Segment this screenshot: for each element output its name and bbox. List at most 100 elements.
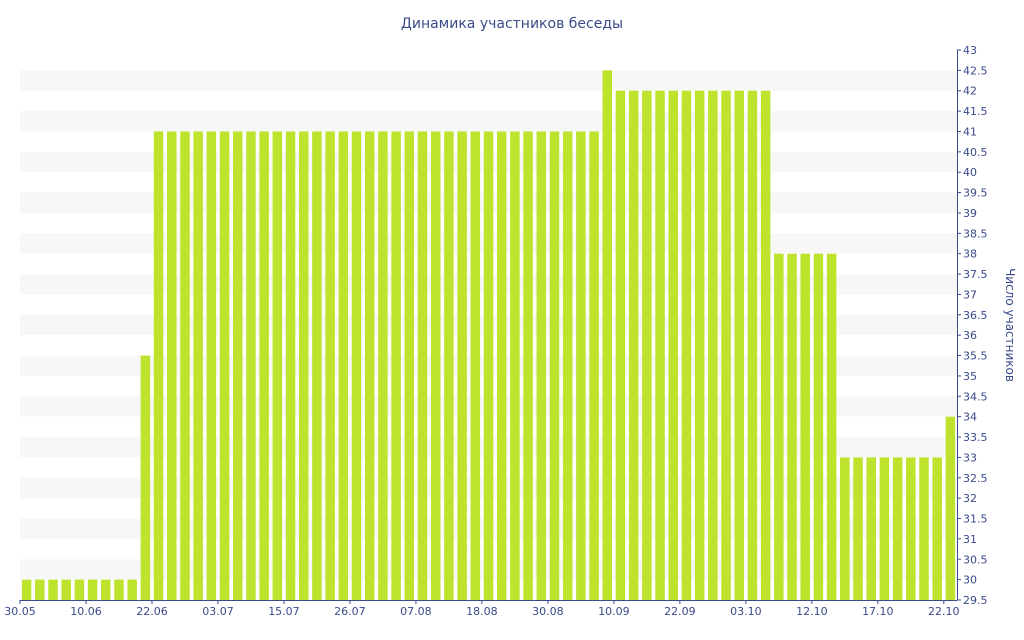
bar <box>74 579 85 600</box>
bar <box>285 131 296 600</box>
bar <box>866 457 876 600</box>
y-tick-label: 39.5 <box>963 187 988 200</box>
bar <box>180 131 190 600</box>
y-tick-label: 36.5 <box>963 309 988 322</box>
y-tick-label: 40 <box>963 166 977 179</box>
bar <box>549 131 560 600</box>
bar <box>140 355 151 600</box>
bar <box>734 90 744 601</box>
bar <box>48 579 58 600</box>
y-tick-label: 33.5 <box>963 431 988 444</box>
bar <box>721 90 731 601</box>
bar <box>470 131 481 600</box>
grid-band <box>20 70 957 91</box>
bar <box>219 131 230 600</box>
bar <box>457 131 467 600</box>
bar <box>87 579 98 600</box>
bar <box>61 579 71 600</box>
bar <box>562 131 573 600</box>
bar <box>536 131 547 600</box>
bar <box>167 131 177 600</box>
y-tick-label: 41.5 <box>963 105 988 118</box>
bar <box>246 131 256 600</box>
y-tick-label: 35 <box>963 370 977 383</box>
bar <box>747 90 758 601</box>
bar <box>523 131 533 600</box>
bar <box>668 90 679 601</box>
x-tick-label: 15.07 <box>268 605 300 618</box>
bar <box>932 457 942 600</box>
y-tick-label: 30 <box>963 574 977 587</box>
bar <box>496 131 507 600</box>
bar <box>259 131 269 600</box>
bar <box>272 131 283 600</box>
x-tick-label: 07.08 <box>400 605 432 618</box>
x-tick-label: 17.10 <box>862 605 894 618</box>
bar <box>206 131 217 600</box>
bar <box>826 253 837 600</box>
x-tick-label: 12.10 <box>796 605 828 618</box>
bar <box>351 131 362 600</box>
bar <box>298 131 309 600</box>
bar <box>681 90 692 601</box>
y-ticks: 29.5 30 30.5 31 31.5 32 32.5 33 33.5 34 34.5 35 35.5… <box>957 44 988 607</box>
bar <box>813 253 824 600</box>
bar <box>35 579 45 600</box>
bar <box>510 131 520 600</box>
bar <box>364 131 375 600</box>
bar <box>312 131 322 600</box>
y-tick-label: 32.5 <box>963 472 988 485</box>
y-tick-label: 31.5 <box>963 513 988 526</box>
y-tick-label: 37 <box>963 288 977 301</box>
bar <box>892 457 903 600</box>
bar <box>404 131 415 600</box>
bar <box>694 90 705 601</box>
bar <box>417 131 428 600</box>
y-tick-label: 43 <box>963 44 977 57</box>
y-tick-label: 40.5 <box>963 146 988 159</box>
y-tick-label: 37.5 <box>963 268 988 281</box>
y-tick-label: 38.5 <box>963 227 988 240</box>
chart-title: Динамика участников беседы <box>401 16 623 32</box>
bar <box>602 70 613 601</box>
y-tick-label: 42.5 <box>963 64 988 77</box>
x-tick-label: 18.08 <box>466 605 498 618</box>
bar <box>906 457 916 600</box>
bar <box>945 416 956 600</box>
y-tick-label: 29.5 <box>963 594 988 607</box>
x-tick-label: 22.10 <box>928 605 960 618</box>
bar <box>325 131 335 600</box>
x-tick-label: 10.09 <box>598 605 630 618</box>
bar <box>391 131 401 600</box>
x-tick-label: 30.05 <box>4 605 36 618</box>
x-ticks: 30.05 10.06 22.06 03.07 15.07 26.07 07.08 18.08… <box>4 600 960 618</box>
bar <box>127 579 137 600</box>
bar <box>708 90 718 601</box>
y-tick-label: 32 <box>963 492 977 505</box>
y-tick-label: 41 <box>963 125 977 138</box>
x-tick-label: 22.06 <box>136 605 168 618</box>
x-tick-label: 30.08 <box>532 605 564 618</box>
x-tick-label: 26.07 <box>334 605 366 618</box>
bar <box>840 457 850 600</box>
grid-band <box>20 111 957 132</box>
bar <box>101 579 111 600</box>
bar <box>655 90 665 601</box>
bar <box>193 131 203 600</box>
y-tick-label: 34 <box>963 411 977 424</box>
y-tick-label: 36 <box>963 329 977 342</box>
y-tick-label: 30.5 <box>963 553 988 566</box>
y-tick-label: 42 <box>963 85 977 98</box>
bar <box>233 131 243 600</box>
bar <box>879 457 890 600</box>
x-tick-label: 22.09 <box>664 605 696 618</box>
y-tick-label: 39 <box>963 207 977 220</box>
y-tick-label: 33 <box>963 451 977 464</box>
x-tick-label: 03.07 <box>202 605 234 618</box>
y-tick-label: 31 <box>963 533 977 546</box>
bar <box>576 131 586 600</box>
x-tick-label: 10.06 <box>70 605 102 618</box>
y-tick-label: 35.5 <box>963 350 988 363</box>
bar <box>787 253 797 600</box>
bar <box>800 253 810 600</box>
